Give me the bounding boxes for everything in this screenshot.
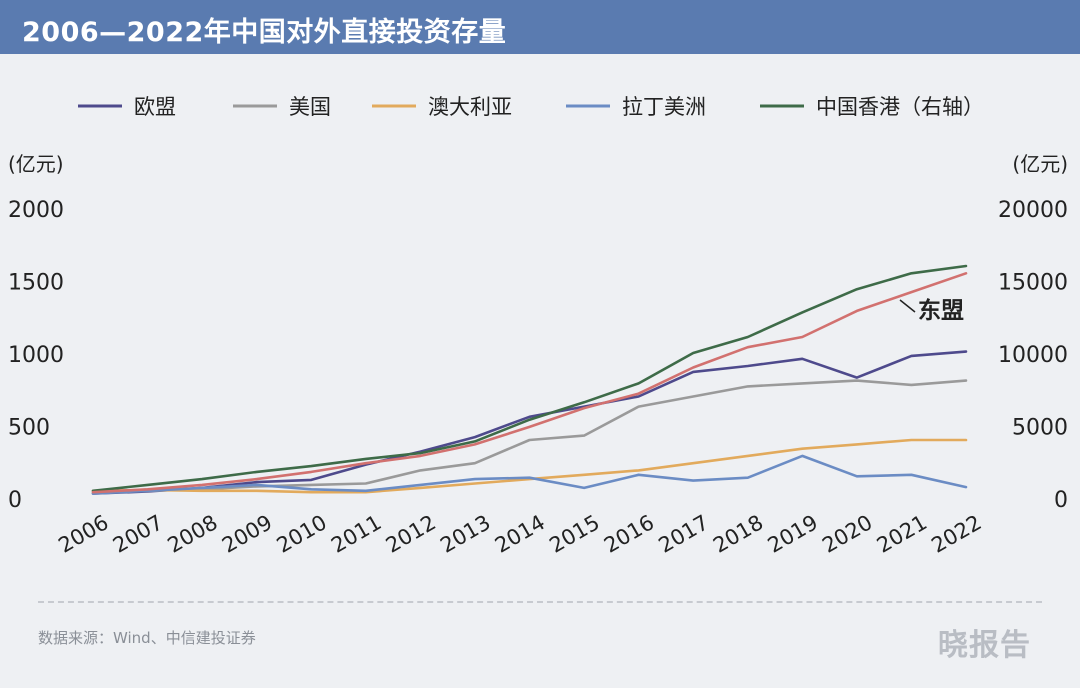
right-axis-tick: 20000	[998, 198, 1068, 223]
x-axis-tick: 2006	[54, 510, 112, 558]
x-axis-tick: 2011	[327, 510, 385, 558]
legend-label: 中国香港（右轴）	[816, 95, 984, 119]
source-note: 数据来源：Wind、中信建投证券	[38, 629, 256, 647]
x-axis-tick: 2010	[273, 510, 331, 558]
series-line	[91, 379, 968, 494]
x-axis-tick: 2022	[927, 510, 985, 558]
x-axis-tick: 2013	[436, 510, 494, 558]
left-axis-tick: 2000	[8, 198, 64, 223]
x-axis-tick: 2012	[382, 510, 440, 558]
x-axis-tick: 2019	[764, 510, 822, 558]
right-axis-tick: 10000	[998, 343, 1068, 368]
footer-divider	[38, 601, 1042, 603]
x-axis-tick: 2017	[655, 510, 713, 558]
legend-label: 美国	[289, 95, 331, 119]
series-inline-label: 东盟	[918, 297, 964, 324]
brand-logo: 晓报告	[938, 628, 1031, 663]
left-axis-tick: 1000	[8, 343, 64, 368]
line-chart: 欧盟 美国 澳大利亚 拉丁美洲 中国香港（右轴） (亿元) (亿元) 0 500 1000 1500…	[8, 95, 1068, 558]
right-axis-tick: 5000	[1012, 416, 1068, 441]
x-axis-tick: 2007	[109, 510, 167, 558]
x-axis-tick: 2018	[709, 510, 767, 558]
series-line	[91, 264, 968, 493]
legend-label: 拉丁美洲	[622, 95, 706, 119]
x-axis-tick: 2020	[818, 510, 876, 558]
chart-title: 2006—2022年中国对外直接投资存量	[22, 17, 507, 48]
left-axis-unit: (亿元)	[8, 152, 64, 176]
series-line	[91, 271, 968, 494]
legend-label: 澳大利亚	[428, 95, 512, 119]
left-axis-tick: 0	[8, 488, 22, 513]
right-axis-unit: (亿元)	[1012, 152, 1068, 176]
right-axis-tick: 15000	[998, 271, 1068, 296]
right-axis-tick: 0	[1054, 488, 1068, 513]
legend-label: 欧盟	[134, 95, 176, 119]
series-line	[91, 350, 968, 495]
title-bar: 2006—2022年中国对外直接投资存量	[0, 0, 1080, 54]
x-axis-tick: 2016	[600, 510, 658, 558]
series-line	[91, 454, 968, 495]
series-callout-leader	[899, 299, 916, 313]
left-axis-tick: 1500	[8, 271, 64, 296]
x-axis-tick: 2015	[545, 510, 603, 558]
x-axis-tick: 2014	[491, 510, 549, 558]
series-line	[91, 438, 968, 494]
x-axis-tick: 2021	[873, 510, 931, 558]
x-axis-tick: 2009	[218, 510, 276, 558]
left-axis-tick: 500	[8, 416, 50, 441]
x-axis-tick: 2008	[163, 510, 221, 558]
